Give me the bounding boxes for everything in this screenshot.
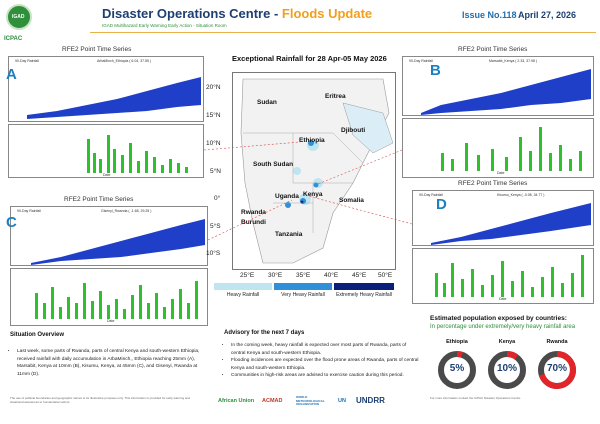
panel-b-daily-chart: Date <box>402 118 594 178</box>
lon-tick-40e: 40°E <box>324 272 339 279</box>
header: IGAD ICPAC Disaster Operations Centre - … <box>0 0 600 46</box>
issue-number: Issue No.118 <box>462 10 517 20</box>
situation-list: Last week, some parts of Rwanda, parts o… <box>10 348 208 378</box>
advisory-bullet: In the coming week, heavy rainfall is ex… <box>231 342 420 357</box>
legend-heavy-label: Heavy Rainfall <box>226 292 260 298</box>
panel-b-heading: RFE2 Point Time Series <box>458 46 528 53</box>
panel-d-daily-chart: Date <box>412 248 594 304</box>
panel-a-letter: A <box>6 66 17 83</box>
issue-date: April 27, 2026 <box>518 10 577 20</box>
panel-c-letter: C <box>6 214 17 231</box>
footer-contact: For more information contact the ICPAC D… <box>430 396 522 400</box>
igad-logo-icon: IGAD <box>6 4 32 30</box>
footer-disclaimer: The use of political boundaries and geog… <box>10 396 190 404</box>
panel-b-letter: B <box>430 62 441 79</box>
advisory-bullet: Communities in high-risk areas are advis… <box>231 372 420 380</box>
panel-c-heading: RFE2 Point Time Series <box>64 196 134 203</box>
panel-b-top-chart: 90-Day Rainfall Marsabit_Kenya ( 2.33, 3… <box>402 56 594 116</box>
page-subtitle: IGAD Multihazard Early Warning Early Act… <box>102 23 227 28</box>
org-name: ICPAC <box>4 36 23 42</box>
panel-c-cumulative-plot <box>31 219 205 265</box>
panel-d-cumulative-plot <box>431 203 591 245</box>
legend-extreme-swatch <box>334 283 394 290</box>
advisory-bullet: Flooding incidences are expected over th… <box>231 357 420 372</box>
panel-a-heading: RFE2 Point Time Series <box>62 46 132 53</box>
lat-tick-10s: 10°S <box>206 250 221 257</box>
situation-title: Situation Overview <box>10 332 65 338</box>
partner-acmad: ACMAD <box>262 398 283 404</box>
lon-tick-25e: 25°E <box>240 272 255 279</box>
lat-tick-15n: 15°N <box>206 112 221 119</box>
advisory-title: Advisory for the next 7 days <box>224 330 305 336</box>
map-label-kenya: Kenya <box>303 191 323 198</box>
donut-fill-rwanda <box>538 351 576 389</box>
country-label-ethiopia: Ethiopia <box>446 339 468 345</box>
panel-d-daily-bars <box>435 255 584 297</box>
map-label-rwanda: Rwanda <box>241 209 266 216</box>
population-subtitle: In percentage under extremely/very heavy… <box>430 324 576 330</box>
donut-fill-kenya <box>488 351 526 389</box>
map-label-djibouti: Djibouti <box>341 127 366 134</box>
panel-d-heading: RFE2 Point Time Series <box>458 180 528 187</box>
panel-a-daily-bars <box>87 135 188 173</box>
map-label-sudan: Sudan <box>257 99 277 106</box>
map-label-eritrea: Eritrea <box>325 93 346 100</box>
panel-a-top-chart: 90-Day Rainfall ArbaMinch_Ethiopia ( 6.0… <box>8 56 204 122</box>
rainfall-map-svg <box>233 73 395 269</box>
donut-value-kenya: 10% <box>496 363 517 374</box>
donut-value-ethiopia: 5% <box>449 363 465 374</box>
legend-very-heavy-label: Very Heavy Rainfall <box>281 292 325 298</box>
advisory-list: In the coming week, heavy rainfall is ex… <box>224 342 420 380</box>
map-label-uganda: Uganda <box>275 193 299 200</box>
country-label-rwanda: Rwanda <box>546 339 568 345</box>
page-title: Disaster Operations Centre - Floods Upda… <box>102 6 373 21</box>
lat-tick-0: 0° <box>214 195 221 202</box>
lat-tick-5s: 5°S <box>210 223 221 230</box>
country-label-kenya: Kenya <box>498 339 516 345</box>
map-label-somalia: Somalia <box>339 197 364 204</box>
map-label-burundi: Burundi <box>241 219 266 226</box>
partner-african-union: African Union <box>218 398 255 404</box>
lon-tick-30e: 30°E <box>268 272 283 279</box>
legend-heavy-swatch <box>214 283 272 290</box>
lat-tick-5n: 5°N <box>210 168 221 175</box>
donut-value-rwanda: 70% <box>546 363 567 374</box>
rainfall-map[interactable]: Sudan Eritrea Djibouti Ethiopia South Su… <box>232 72 396 270</box>
map-label-ethiopia: Ethiopia <box>299 137 325 144</box>
panel-b-daily-bars <box>441 127 582 171</box>
lon-tick-45e: 45°E <box>352 272 367 279</box>
panel-c-daily-bars <box>35 281 198 319</box>
partner-wmo: WORLD METEOROLOGICAL ORGANIZATION <box>296 395 325 406</box>
lat-tick-10n: 10°N <box>206 140 221 147</box>
lon-tick-50e: 50°E <box>378 272 393 279</box>
lat-tick-20n: 20°N <box>206 84 221 91</box>
panel-d-letter: D <box>436 196 447 213</box>
donut-fill-ethiopia <box>438 351 476 389</box>
panel-d-top-chart: 90-Day Rainfall Kisumu_Kenya ( -0.08, 34… <box>412 190 594 246</box>
map-title: Exceptional Rainfall for 28 Apr-05 May 2… <box>232 54 387 63</box>
panel-b-cumulative-plot <box>421 69 591 115</box>
lon-tick-35e: 35°E <box>296 272 311 279</box>
panel-a-daily-chart: Date <box>8 124 204 178</box>
legend-very-heavy-swatch <box>274 283 332 290</box>
panel-a-cumulative-plot <box>27 77 201 119</box>
partner-un: UN <box>338 398 346 404</box>
header-divider <box>90 32 596 33</box>
population-title: Estimated population exposed by countrie… <box>430 315 567 322</box>
legend-extreme-label: Extremely Heavy Rainfall <box>336 292 392 298</box>
exposure-donuts <box>438 351 576 389</box>
situation-bullet: Last week, some parts of Rwanda, parts o… <box>17 348 208 378</box>
panel-c-daily-chart: Date <box>10 268 208 326</box>
panel-c-top-chart: 90-Day Rainfall Gisenyi_Rwanda ( -1.68, … <box>10 206 208 266</box>
partner-undrr: UNDRR <box>356 396 385 405</box>
map-label-south-sudan: South Sudan <box>253 161 294 168</box>
map-label-tanzania: Tanzania <box>275 231 303 238</box>
